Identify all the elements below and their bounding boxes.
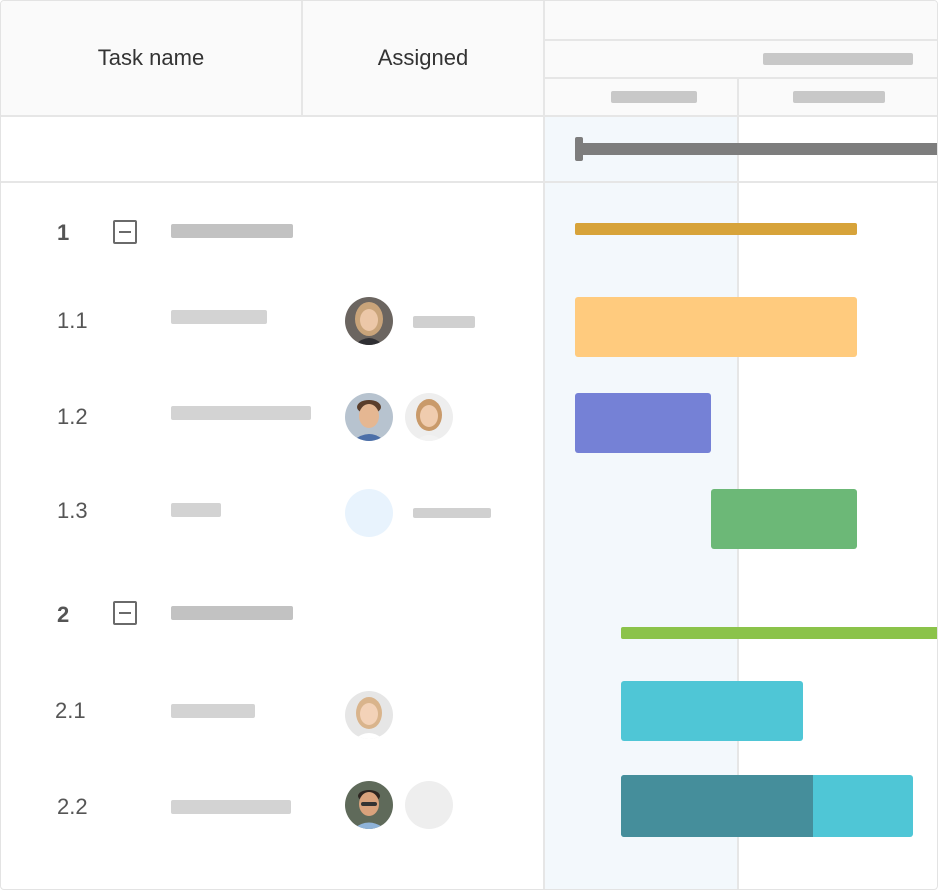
empty-avatar[interactable] <box>405 781 453 829</box>
person-photo-icon <box>405 393 453 441</box>
column-header-assigned[interactable]: Assigned <box>377 45 469 70</box>
task-name-placeholder <box>171 310 267 324</box>
person-photo-icon <box>345 393 393 441</box>
assignee-name-placeholder <box>413 508 491 518</box>
row-number: 1 <box>57 220 70 245</box>
person-photo-icon <box>345 297 393 345</box>
task-name-placeholder <box>171 704 255 718</box>
project-summary-bar-start-handle[interactable] <box>575 137 583 161</box>
row-number: 1.3 <box>57 498 88 523</box>
project-row-divider <box>1 181 937 183</box>
avatar[interactable] <box>345 393 393 441</box>
column-header-task-name[interactable]: Task name <box>1 1 303 115</box>
project-summary-bar[interactable] <box>579 143 937 155</box>
timescale-day-placeholder <box>793 91 885 103</box>
assignee-name-placeholder <box>413 316 475 328</box>
empty-avatar[interactable] <box>345 489 393 537</box>
task-name-placeholder <box>171 503 221 517</box>
row-number: 2.1 <box>55 698 86 723</box>
grid-timeline-splitter[interactable] <box>543 1 545 889</box>
row-number: 2.2 <box>57 794 88 819</box>
collapse-toggle-icon[interactable] <box>113 220 137 244</box>
today-column-highlight <box>545 117 737 889</box>
avatar[interactable] <box>345 297 393 345</box>
timescale-day-placeholder <box>611 91 697 103</box>
timescale-day-divider <box>737 79 739 115</box>
group-2-summary-bar[interactable] <box>621 627 937 639</box>
avatar[interactable] <box>405 393 453 441</box>
task-bar-1-2[interactable] <box>575 393 711 453</box>
task-name-placeholder <box>171 606 293 620</box>
task-name-placeholder <box>171 406 311 420</box>
task-bar-1-3[interactable] <box>711 489 857 549</box>
task-bar-2-2-progress[interactable] <box>621 775 813 837</box>
grid-header: Task name Assigned <box>1 1 543 117</box>
avatar[interactable] <box>345 781 393 829</box>
avatar[interactable] <box>345 691 393 739</box>
collapse-toggle-icon[interactable] <box>113 601 137 625</box>
person-photo-icon <box>345 691 393 739</box>
row-number: 1.2 <box>57 404 88 429</box>
row-number: 2 <box>57 602 70 627</box>
task-bar-1-1[interactable] <box>575 297 857 357</box>
task-name-placeholder <box>171 800 291 814</box>
person-photo-icon <box>345 781 393 829</box>
timescale-month-row <box>545 41 937 79</box>
timescale-month-placeholder <box>763 53 913 65</box>
row-number: 1.1 <box>57 308 88 333</box>
timescale-header <box>545 1 937 117</box>
group-1-summary-bar[interactable] <box>575 223 857 235</box>
task-bar-2-2[interactable] <box>621 775 913 837</box>
task-bar-2-1[interactable] <box>621 681 803 741</box>
timescale-top-row <box>545 1 937 41</box>
task-name-placeholder <box>171 224 293 238</box>
timescale-day-row <box>545 79 937 115</box>
